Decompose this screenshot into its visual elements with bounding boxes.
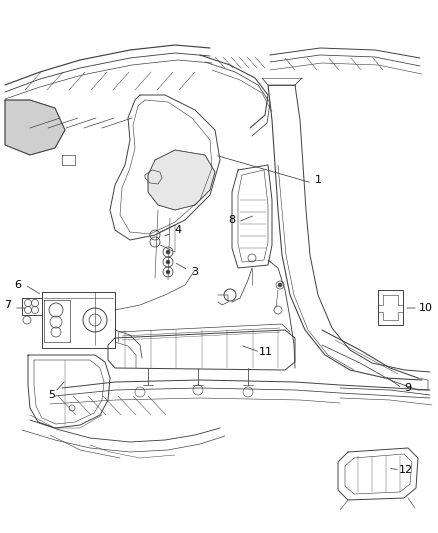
Text: 7: 7 <box>4 300 11 310</box>
Circle shape <box>166 270 170 274</box>
Text: 6: 6 <box>14 280 21 290</box>
Text: 8: 8 <box>229 215 236 225</box>
Text: 10: 10 <box>419 303 433 313</box>
Polygon shape <box>5 100 65 155</box>
Text: 5: 5 <box>49 390 56 400</box>
Text: 3: 3 <box>191 267 198 277</box>
Text: 11: 11 <box>259 347 273 357</box>
Circle shape <box>166 250 170 254</box>
Text: 9: 9 <box>404 383 412 393</box>
Text: 1: 1 <box>314 175 321 185</box>
Text: 12: 12 <box>399 465 413 475</box>
Text: 4: 4 <box>174 225 182 235</box>
Circle shape <box>166 260 170 264</box>
Circle shape <box>278 283 282 287</box>
Polygon shape <box>148 150 215 210</box>
